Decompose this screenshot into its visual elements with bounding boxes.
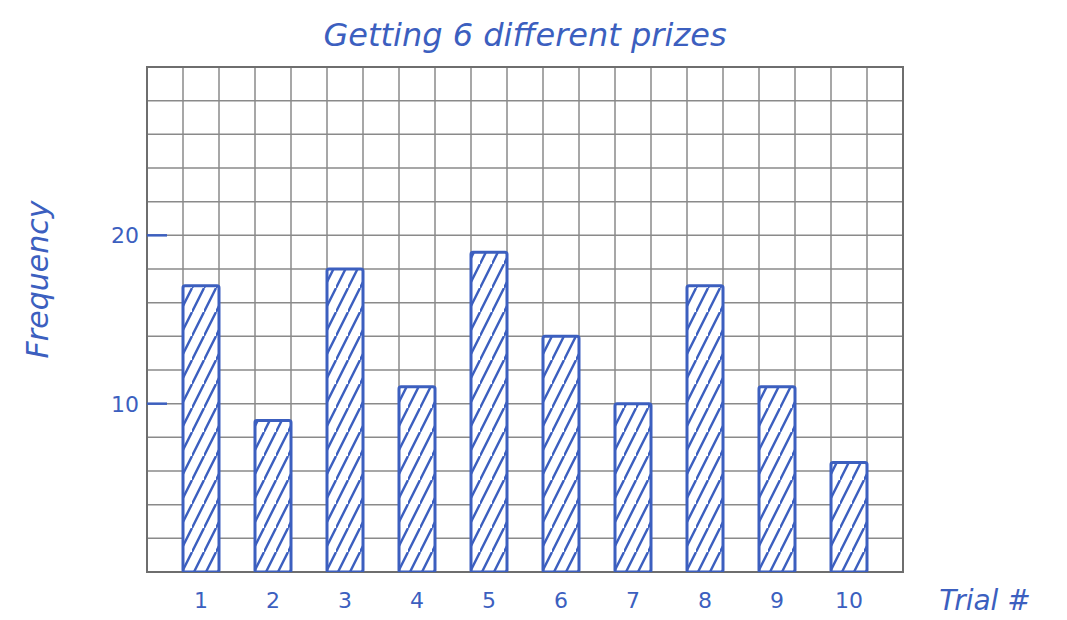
x-tick-label: 3: [338, 588, 352, 613]
grid: [147, 67, 903, 572]
grid-line-h: [147, 235, 903, 237]
y-tick-label: 20: [111, 223, 139, 248]
bar: [399, 387, 435, 572]
plot-frame: [147, 67, 903, 572]
grid-line-h: [147, 336, 903, 338]
x-tick-label: 4: [410, 588, 424, 613]
bar: [831, 463, 867, 572]
bars: [183, 252, 867, 572]
x-tick-label: 6: [554, 588, 568, 613]
x-tick-label: 2: [266, 588, 280, 613]
bar: [543, 336, 579, 572]
y-tick-label: 10: [111, 392, 139, 417]
bar: [615, 404, 651, 572]
x-tick-label: 10: [835, 588, 863, 613]
grid-line-h: [147, 100, 903, 102]
bar: [183, 286, 219, 572]
bar: [759, 387, 795, 572]
y-tick: [147, 402, 167, 405]
bar: [327, 269, 363, 572]
chart: 10 20 1 2 3 4 5 6 7 8 9 10 Getting 6 different prize…: [0, 0, 1067, 620]
grid-line-h: [147, 302, 903, 304]
grid-line-h: [147, 369, 903, 371]
bar: [687, 286, 723, 572]
grid-line-h: [147, 268, 903, 270]
y-tick: [147, 234, 167, 237]
x-tick-label: 9: [770, 588, 784, 613]
x-tick-label: 5: [482, 588, 496, 613]
bar: [255, 421, 291, 573]
bar: [471, 252, 507, 572]
grid-line-h: [147, 201, 903, 203]
grid-line-h: [147, 134, 903, 136]
x-tick-label: 8: [698, 588, 712, 613]
grid-line-h: [147, 167, 903, 169]
x-axis-label: Trial #: [939, 584, 1031, 617]
y-axis-label: Frequency: [20, 199, 55, 358]
title: Getting 6 different prizes: [323, 16, 726, 54]
x-tick-label: 1: [194, 588, 208, 613]
x-tick-label: 7: [626, 588, 640, 613]
